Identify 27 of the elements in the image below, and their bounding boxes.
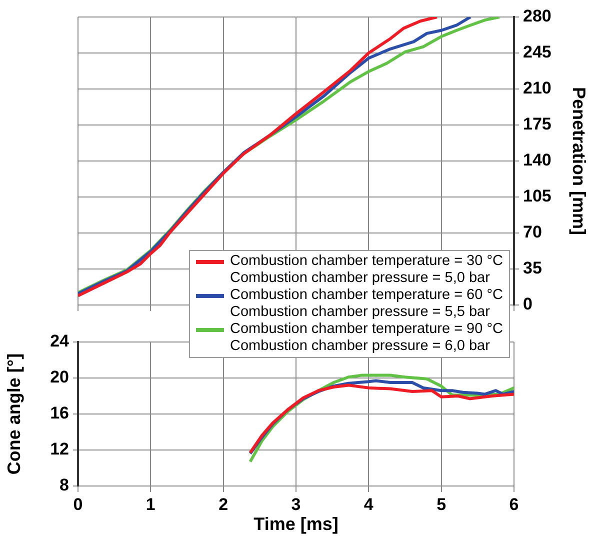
y2-tick-label: 35 (523, 258, 542, 278)
legend-label: Combustion chamber temperature = 60 °C Combustion chamber pressure = 5,5 bar (230, 287, 503, 321)
y2-tick-label: 105 (523, 186, 552, 206)
y2-tick-label: 280 (523, 6, 552, 26)
y2-tick-label: 70 (523, 222, 542, 242)
x-tick-label: 1 (146, 494, 156, 514)
legend-label: Combustion chamber temperature = 90 °C Combustion chamber pressure = 6,0 bar (230, 321, 503, 355)
y-tick-label: 8 (60, 476, 69, 495)
x-tick-label: 0 (73, 494, 83, 514)
x-tick-label: 3 (291, 494, 301, 514)
x-tick-label: 5 (436, 494, 446, 514)
x-axis-title: Time [ms] (254, 514, 338, 534)
x-tick-label: 6 (509, 494, 519, 514)
y2-tick-label: 140 (523, 150, 552, 170)
y-axis-title: Cone angle [°] (4, 353, 24, 475)
y2-tick-label: 210 (523, 78, 552, 98)
y2-axis-title: Penetration [mm] (569, 86, 590, 236)
y-tick-label: 12 (50, 440, 69, 459)
x-tick-label: 2 (218, 494, 228, 514)
y2-tick-label: 175 (523, 114, 552, 134)
y2-tick-label: 245 (523, 42, 552, 62)
y-tick-label: 24 (50, 332, 70, 351)
y-tick-label: 20 (50, 368, 69, 387)
legend-label: Combustion chamber temperature = 30 °C Combustion chamber pressure = 5,0 bar (230, 253, 503, 287)
y2-tick-label: 0 (523, 294, 532, 314)
x-tick-label: 4 (364, 494, 374, 514)
y-tick-label: 16 (50, 404, 69, 423)
